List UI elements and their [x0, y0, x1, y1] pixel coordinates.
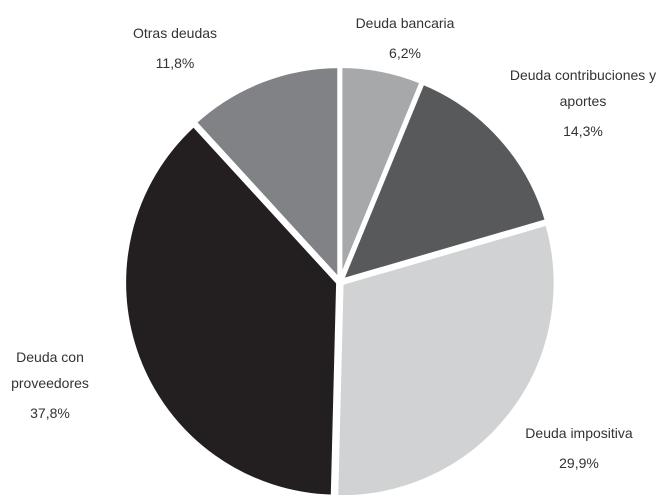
- slice-label: Deuda contribuciones y aportes 14,3%: [498, 62, 656, 148]
- category-label: Deuda contribuciones y aportes: [509, 67, 656, 109]
- value-label: 37,8%: [30, 405, 70, 421]
- pie-slice: [339, 80, 549, 283]
- category-label: Otras deudas: [132, 25, 218, 41]
- value-label: 29,9%: [559, 455, 599, 471]
- slice-label: Deuda bancaria 6,2%: [335, 10, 475, 70]
- category-label: Deuda bancaria: [355, 15, 455, 31]
- value-label: 11,8%: [155, 55, 195, 71]
- slice-label: Otras deudas 11,8%: [100, 20, 250, 80]
- slice-label: Deuda impositiva 29,9%: [504, 420, 654, 480]
- category-label: Deuda con proveedores: [11, 349, 89, 391]
- value-label: 6,2%: [389, 45, 421, 61]
- category-label: Deuda impositiva: [525, 425, 633, 441]
- pie-slice: [122, 122, 341, 495]
- pie-slice: [334, 221, 558, 495]
- slice-label: Deuda con proveedores 37,8%: [0, 344, 105, 430]
- value-label: 14,3%: [563, 123, 603, 139]
- pie-slice: [192, 64, 342, 283]
